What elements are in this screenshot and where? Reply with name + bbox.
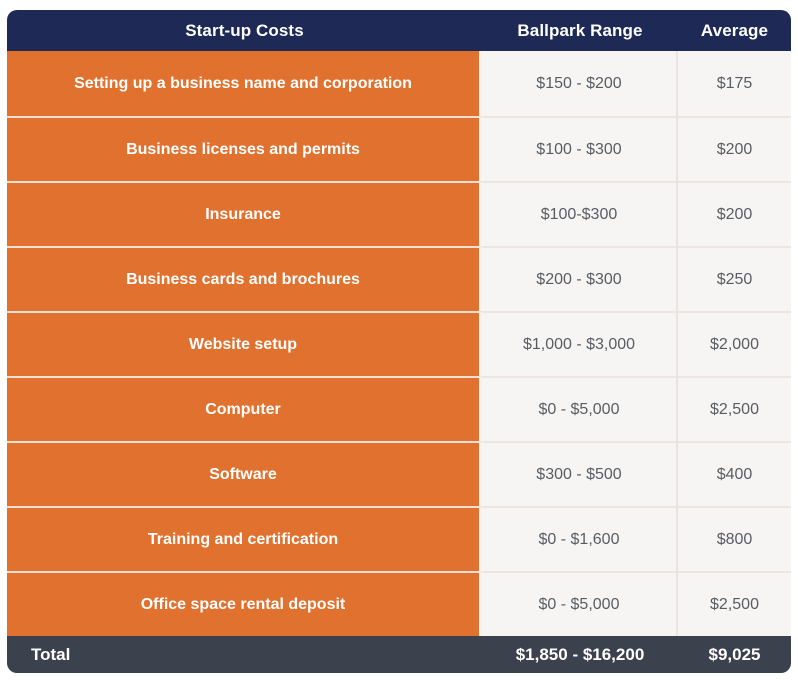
row-range: $100 - $300 [482, 116, 678, 181]
total-label: Total [7, 636, 482, 673]
row-range: $200 - $300 [482, 246, 678, 311]
row-label: Training and certification [7, 506, 482, 571]
row-range: $0 - $5,000 [482, 571, 678, 636]
row-label: Computer [7, 376, 482, 441]
row-label: Insurance [7, 181, 482, 246]
row-label: Business licenses and permits [7, 116, 482, 181]
row-average: $400 [678, 441, 791, 506]
row-average: $200 [678, 116, 791, 181]
row-label: Setting up a business name and corporati… [7, 51, 482, 116]
row-range: $100-$300 [482, 181, 678, 246]
row-average: $2,500 [678, 376, 791, 441]
row-average: $250 [678, 246, 791, 311]
total-average: $9,025 [678, 636, 791, 673]
row-range: $300 - $500 [482, 441, 678, 506]
column-header-range: Ballpark Range [482, 10, 678, 51]
row-average: $800 [678, 506, 791, 571]
row-average: $2,500 [678, 571, 791, 636]
row-range: $0 - $1,600 [482, 506, 678, 571]
row-range: $1,000 - $3,000 [482, 311, 678, 376]
row-range: $150 - $200 [482, 51, 678, 116]
row-average: $200 [678, 181, 791, 246]
row-label: Website setup [7, 311, 482, 376]
row-average: $2,000 [678, 311, 791, 376]
startup-costs-table: Start-up Costs Ballpark Range Average Se… [7, 10, 791, 673]
column-header-costs: Start-up Costs [7, 10, 482, 51]
row-label: Software [7, 441, 482, 506]
row-label: Office space rental deposit [7, 571, 482, 636]
row-label: Business cards and brochures [7, 246, 482, 311]
row-average: $175 [678, 51, 791, 116]
column-header-average: Average [678, 10, 791, 51]
row-range: $0 - $5,000 [482, 376, 678, 441]
total-range: $1,850 - $16,200 [482, 636, 678, 673]
